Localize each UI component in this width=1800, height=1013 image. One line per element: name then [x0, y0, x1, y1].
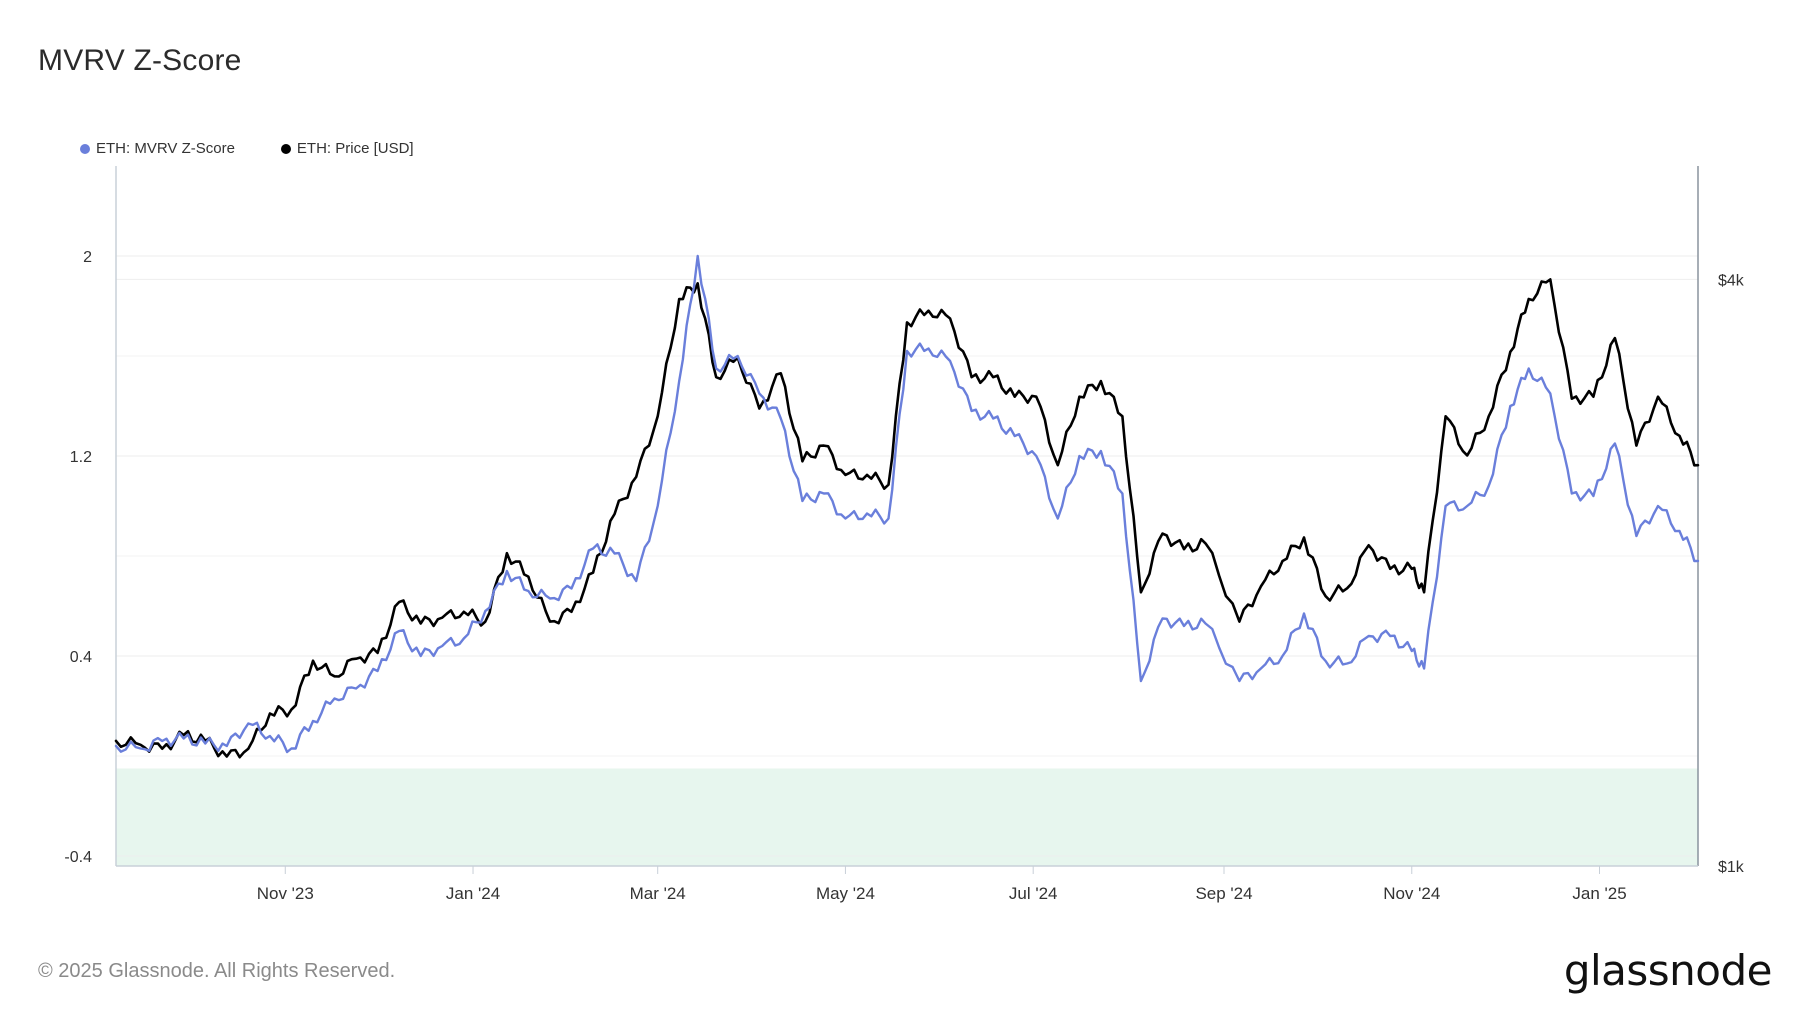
y-tick-left-1: 0.4 — [70, 649, 92, 666]
copyright-text: © 2025 Glassnode. All Rights Reserved. — [38, 960, 396, 982]
x-tick-label-3: May '24 — [816, 884, 875, 903]
y-tick-right-1: $4k — [1718, 272, 1745, 289]
x-tick-label-2: Mar '24 — [630, 884, 686, 903]
x-tick-label-4: Jul '24 — [1009, 884, 1058, 903]
green-zone-band — [116, 768, 1698, 866]
x-tick-label-6: Nov '24 — [1383, 884, 1440, 903]
y-tick-right-0: $1k — [1718, 859, 1745, 876]
x-tick-label-5: Sep '24 — [1195, 884, 1252, 903]
series-line-price[interactable] — [114, 278, 1700, 759]
y-tick-left-2: 1.2 — [70, 449, 92, 466]
series-line-zscore[interactable] — [114, 254, 1700, 754]
legend-dot-price — [280, 143, 291, 154]
legend-item-price[interactable]: ETH: Price [USD] — [280, 140, 414, 157]
legend-dot-zscore — [80, 143, 90, 154]
y-tick-left-0: -0.4 — [64, 849, 92, 866]
x-tick-label-7: Jan '25 — [1572, 884, 1626, 903]
chart-title: MVRV Z-Score — [38, 44, 242, 77]
x-tick-label-0: Nov '23 — [257, 884, 314, 903]
legend-label-zscore: ETH: MVRV Z-Score — [96, 140, 235, 157]
chart-legend: ETH: MVRV Z-Score ETH: Price [USD] — [80, 140, 460, 157]
legend-item-zscore[interactable]: ETH: MVRV Z-Score — [80, 140, 235, 157]
legend-label-price: ETH: Price [USD] — [296, 140, 414, 157]
y-tick-left-3: 2 — [83, 249, 92, 266]
x-tick-label-1: Jan '24 — [446, 884, 500, 903]
glassnode-logo[interactable]: glassnode — [1563, 946, 1773, 995]
